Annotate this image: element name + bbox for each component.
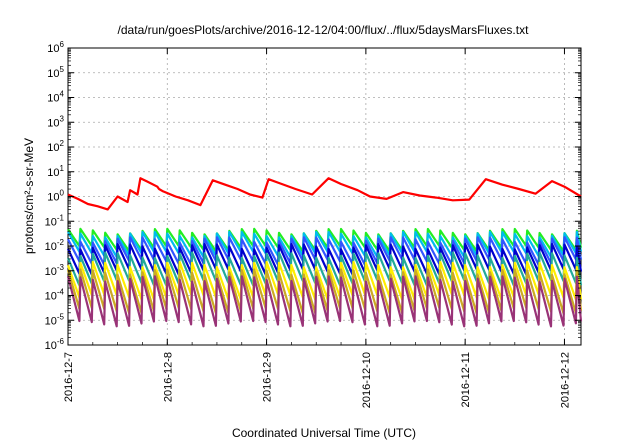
x-tick-label: 2016-12-11 [460,352,472,407]
x-axis-ticks: 2016-12-7 2016-12-8 2016-12-9 2016-12-10 201… [63,48,571,408]
series-line [66,275,583,328]
y-tick-label: 101 [47,164,64,179]
y-axis-label: protons/cm²-s-sr-MeV [22,138,36,254]
y-tick-label: 103 [47,114,64,129]
y-tick-label: 106 [47,40,64,55]
y-tick-label: 10-1 [45,213,65,228]
x-tick-label: 2016-12-10 [361,352,373,408]
y-tick-label: 10-6 [45,337,65,352]
y-tick-label: 10-4 [45,288,65,303]
y-tick-label: 100 [47,189,64,204]
y-tick-label: 10-5 [45,312,65,327]
series-line [67,177,582,211]
y-tick-label: 104 [47,90,64,105]
y-tick-label: 10-3 [45,263,65,278]
x-axis-label: Coordinated Universal Time (UTC) [232,426,416,440]
x-tick-label: 2016-12-8 [162,352,174,402]
y-axis-ticks: 10-6 10-5 10-4 10-3 10-2 10-1 100 101 102 103 104 1… [45,40,581,352]
chart-title: /data/run/goesPlots/archive/2016-12-12/0… [118,23,530,37]
x-tick-label: 2016-12-12 [559,352,571,408]
y-tick-label: 10-2 [45,238,65,253]
y-tick-label: 102 [47,139,64,154]
x-tick-label: 2016-12-7 [63,352,75,402]
y-tick-label: 105 [47,65,64,80]
x-tick-label: 2016-12-9 [262,352,274,402]
series-lines [66,177,583,328]
